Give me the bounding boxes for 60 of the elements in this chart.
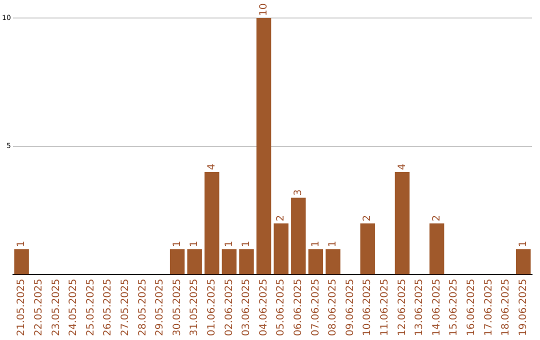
x-tick-label: 06.06.2025: [293, 278, 304, 336]
x-tick-label: 09.06.2025: [344, 278, 356, 336]
data-label: 4: [206, 164, 218, 170]
x-tick-label: 29.05.2025: [154, 278, 166, 336]
data-label: 4: [396, 164, 408, 170]
x-tick-label: 13.06.2025: [414, 278, 426, 336]
bar: [516, 249, 531, 274]
bar: [291, 198, 306, 274]
x-tick-label: 12.06.2025: [396, 278, 408, 336]
x-tick-label: 01.06.2025: [206, 278, 218, 336]
bar: [394, 172, 410, 274]
data-label: 2: [362, 215, 374, 222]
bar: [256, 18, 272, 274]
x-tick-label: 25.05.2025: [85, 278, 96, 336]
x-tick-label: 14.06.2025: [431, 278, 442, 336]
bar: [239, 249, 254, 274]
x-tick-label: 21.05.2025: [16, 278, 28, 336]
x-tick-label: 24.05.2025: [68, 278, 80, 336]
data-label: 1: [189, 240, 200, 248]
bar: [222, 249, 237, 274]
x-tick-label: 27.05.2025: [120, 278, 131, 336]
x-tick-label: 04.06.2025: [258, 278, 270, 336]
x-tick-label: 02.06.2025: [224, 278, 235, 336]
data-label: 1: [16, 240, 28, 248]
x-tick-label: 10.06.2025: [362, 278, 374, 336]
bar: [14, 249, 29, 274]
data-label: 3: [293, 189, 304, 196]
x-tick-label: 18.06.2025: [500, 278, 512, 336]
x-tick-label: 11.06.2025: [380, 278, 391, 336]
x-tick-label: 22.05.2025: [33, 278, 44, 336]
x-tick-label: 28.05.2025: [137, 278, 148, 336]
bar: [360, 223, 375, 274]
bar: [170, 249, 185, 274]
x-tick-label: 19.06.2025: [518, 278, 529, 336]
bar: [326, 249, 340, 274]
x-tick-label: 30.05.2025: [172, 278, 183, 336]
bar: [274, 223, 288, 274]
data-label: 1: [328, 240, 339, 248]
data-label: 2: [431, 215, 442, 222]
data-label: 1: [310, 240, 322, 248]
data-label: 1: [518, 240, 529, 248]
x-tick-label: 31.05.2025: [189, 278, 200, 336]
x-tick-label: 16.06.2025: [466, 278, 478, 336]
x-tick-label: 08.06.2025: [328, 278, 339, 336]
bar: [187, 249, 202, 274]
x-tick-label: 26.05.2025: [102, 278, 114, 336]
bar: [204, 172, 220, 274]
x-tick-label: 05.06.2025: [276, 278, 287, 336]
data-label: 2: [276, 215, 287, 222]
x-tick-label: 07.06.2025: [310, 278, 322, 336]
data-label: 1: [172, 240, 183, 248]
x-tick-label: 03.06.2025: [241, 278, 252, 336]
x-tick-label: 17.06.2025: [483, 278, 494, 336]
bar: [429, 223, 444, 274]
x-tick-label: 23.05.2025: [50, 278, 62, 336]
x-tick-label: 15.06.2025: [448, 278, 460, 336]
data-label: 1: [241, 240, 252, 248]
data-label: 1: [224, 240, 235, 248]
bar: [308, 249, 324, 274]
data-label: 10: [258, 3, 270, 16]
